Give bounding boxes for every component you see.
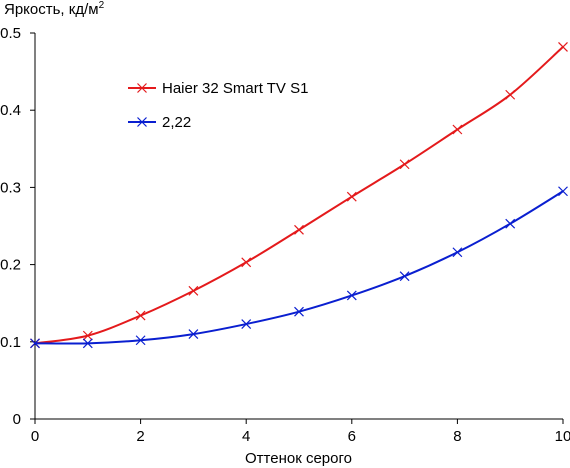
data-point-marker [558, 41, 568, 52]
legend: Haier 32 Smart TV S1 2,22 [128, 80, 308, 131]
data-point-marker [241, 257, 252, 268]
data-point-marker [346, 290, 357, 301]
series-lines [30, 41, 568, 349]
data-point-marker [188, 329, 199, 340]
data-point-marker [135, 335, 146, 346]
axes [34, 33, 563, 420]
data-point-marker [135, 310, 146, 321]
legend-label: Haier 32 Smart TV S1 [162, 80, 308, 97]
data-point-marker [399, 271, 410, 282]
y-tick-label: 0.3 [0, 179, 21, 196]
legend-label: 2,22 [162, 114, 191, 131]
data-point-marker [452, 247, 463, 258]
x-tick-label: 4 [242, 428, 250, 445]
data-point-marker [241, 319, 252, 329]
legend-swatch-marker [137, 83, 147, 93]
legend-swatch-marker [137, 117, 147, 127]
y-tick-label: 0.1 [0, 334, 21, 351]
series-line [34, 190, 564, 345]
x-axis-label: Оттенок серого [245, 450, 352, 467]
data-point-marker [30, 338, 40, 349]
x-tick-label: 2 [136, 428, 144, 445]
data-point-marker [452, 124, 463, 135]
data-point-marker [294, 306, 304, 317]
x-tick-label: 6 [348, 428, 356, 445]
y-tick-label: 0 [13, 411, 21, 428]
data-point-marker [82, 330, 93, 341]
data-point-marker [346, 191, 357, 202]
data-point-marker [188, 285, 199, 296]
x-tick-label: 8 [453, 428, 461, 445]
legend-item-2: 2,22 [128, 114, 191, 131]
data-point-marker [558, 186, 568, 197]
axis-ticks: 0 0.1 0.2 0.3 0.4 0.5 0 2 4 6 8 10 [0, 25, 570, 445]
data-point-marker [82, 338, 93, 349]
data-point-marker [294, 224, 304, 235]
data-point-marker [505, 218, 516, 229]
x-tick-label: 0 [31, 428, 39, 445]
x-tick-label: 10 [555, 428, 570, 445]
data-point-marker [399, 159, 410, 170]
y-tick-label: 0.2 [0, 257, 21, 274]
series-2 [30, 186, 568, 349]
y-tick-label: 0.5 [0, 25, 21, 42]
data-point-marker [505, 89, 516, 100]
legend-item-1: Haier 32 Smart TV S1 [128, 80, 308, 97]
y-tick-label: 0.4 [0, 102, 21, 119]
y-axis-label: Яркость, кд/м2 [4, 0, 105, 18]
